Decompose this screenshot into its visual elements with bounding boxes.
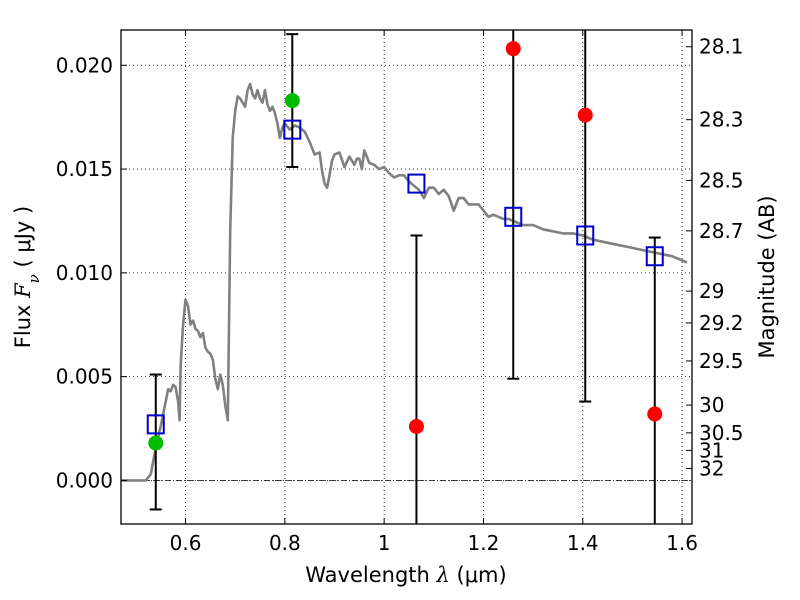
x-axis-label: Wavelength λ (μm) xyxy=(305,563,506,587)
x-tick-labels: 0.6 0.8 1 1.2 1.4 1.6 xyxy=(170,531,698,555)
magnitude-tick-label: 29 xyxy=(699,279,724,303)
x-axis-label-unit: (μm) xyxy=(450,563,507,587)
x-tick-label: 1 xyxy=(378,531,391,555)
magnitude-tick-label: 28.3 xyxy=(699,108,744,132)
x-tick-label: 1.6 xyxy=(666,531,698,555)
x-tick-label: 0.8 xyxy=(269,531,301,555)
magnitude-tick-label: 30.5 xyxy=(699,421,744,445)
x-tick-label: 1.2 xyxy=(468,531,500,555)
red-point xyxy=(577,107,593,123)
red-point xyxy=(505,41,521,57)
plot-frame xyxy=(120,29,693,525)
model-square xyxy=(283,119,302,140)
y-axis-label-unit: ( μJy ) xyxy=(11,206,35,274)
y-axis-label-symbol: F xyxy=(11,282,35,299)
y-axis-label-subscript: ν xyxy=(25,274,43,283)
x-axis-label-symbol: λ xyxy=(436,563,450,587)
x-tick-label: 1.4 xyxy=(567,531,599,555)
y-tick-label: 0.000 xyxy=(56,468,113,492)
model-spectrum xyxy=(121,82,688,482)
green-point xyxy=(284,93,300,109)
model-square xyxy=(407,173,426,194)
red-point xyxy=(647,406,663,422)
y-tick-label: 0.010 xyxy=(56,261,113,285)
model-square xyxy=(146,414,165,435)
y-tick-label: 0.015 xyxy=(56,157,113,181)
observed-points xyxy=(148,41,663,451)
y-axis-label: Flux Fν ( μJy ) xyxy=(11,206,43,348)
y2-axis-label: Magnitude (AB) xyxy=(755,195,779,358)
magnitude-tick-label: 31 xyxy=(699,438,724,462)
magnitude-tick-label: 29.5 xyxy=(699,349,744,373)
y-axis-label-prefix: Flux xyxy=(11,298,35,348)
magnitude-tick-label: 28.1 xyxy=(699,35,744,59)
model-square xyxy=(504,206,523,227)
magnitude-tick-label: 28.7 xyxy=(699,219,744,243)
green-point xyxy=(148,435,164,451)
spectrum-line xyxy=(121,82,688,482)
model-square xyxy=(576,225,595,246)
magnitude-tick-label: 29.2 xyxy=(699,311,744,335)
axis-ticks xyxy=(121,30,692,524)
magnitude-tick-label: 32 xyxy=(699,456,724,480)
magnitude-tick-label: 28.5 xyxy=(699,168,744,192)
y-tick-label: 0.005 xyxy=(56,365,113,389)
x-tick-label: 0.6 xyxy=(170,531,202,555)
magnitude-tick-label: 30 xyxy=(699,393,724,417)
red-point xyxy=(408,418,424,434)
model-square xyxy=(645,246,664,267)
model-photometry-squares xyxy=(146,119,664,435)
y-tick-label: 0.020 xyxy=(56,53,113,77)
x-axis-label-prefix: Wavelength xyxy=(305,563,436,587)
plot-area xyxy=(121,30,692,524)
error-bars xyxy=(149,30,661,524)
y-tick-labels: 0.000 0.005 0.010 0.015 0.020 xyxy=(56,53,113,492)
